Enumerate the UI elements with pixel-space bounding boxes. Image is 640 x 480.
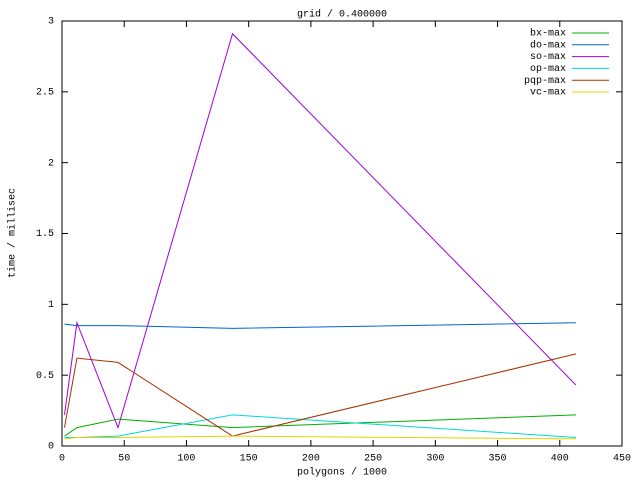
x-tick-label: 50	[118, 454, 130, 465]
legend-label: pqp-max	[524, 76, 566, 87]
legend-label: do-max	[530, 39, 566, 51]
x-tick-label: 450	[613, 454, 631, 465]
y-tick-label: 3	[48, 17, 54, 28]
series-line	[64, 435, 576, 440]
chart-title: grid / 0.400000	[297, 9, 387, 21]
x-tick-label: 100	[177, 454, 195, 465]
x-tick-label: 150	[240, 454, 258, 465]
y-axis-label: time / millisec	[7, 188, 19, 278]
x-tick-label: 0	[59, 454, 65, 465]
legend-label: bx-max	[530, 28, 566, 40]
y-tick-label: 1.5	[36, 229, 54, 240]
x-tick-label: 200	[302, 454, 320, 465]
x-tick-label: 300	[426, 454, 444, 465]
series-line	[63, 353, 577, 437]
legend-label: vc-max	[530, 88, 566, 99]
y-tick-label: 2	[48, 158, 54, 169]
y-tick-label: 2.5	[36, 87, 54, 98]
x-axis-label: polygons / 1000	[297, 467, 387, 479]
series-line	[63, 32, 577, 430]
series-line	[64, 322, 576, 329]
y-tick-label: 0.5	[36, 371, 54, 382]
x-tick-label: 400	[551, 454, 569, 465]
series-line	[64, 414, 576, 437]
y-tick-label: 0	[48, 442, 54, 453]
legend-label: op-max	[530, 64, 566, 75]
y-tick-label: 1	[48, 300, 54, 311]
x-tick-label: 350	[489, 454, 507, 465]
legend-label: so-max	[530, 52, 566, 63]
x-tick-label: 250	[364, 454, 382, 465]
